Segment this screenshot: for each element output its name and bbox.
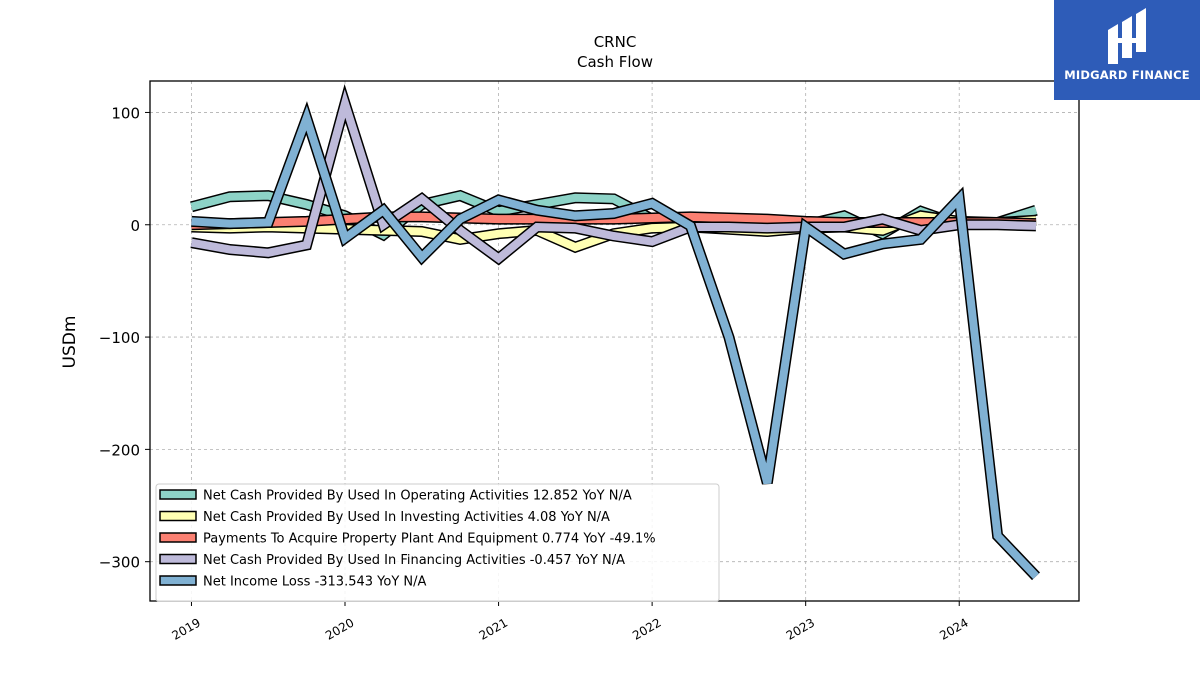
y-axis-label: USDm [60, 316, 80, 369]
chart-title: CRNC [594, 33, 637, 51]
x-tick-label: 2020 [323, 615, 356, 642]
x-tick-label: 2023 [784, 615, 817, 642]
x-tick-label: 2024 [937, 615, 970, 642]
legend-label: Net Cash Provided By Used In Investing A… [203, 510, 610, 525]
x-tick-label: 2019 [170, 615, 203, 642]
x-axis-ticks: 2019 2020 2021 2022 2023 2024 [170, 601, 971, 643]
legend-swatch [159, 510, 197, 522]
brand-name: MIDGARD FINANCE [1064, 68, 1190, 82]
brand-mark-icon [1108, 8, 1146, 64]
y-tick-label: −100 [99, 329, 140, 347]
series-5 [191, 101, 1040, 581]
legend: Net Cash Provided By Used In Operating A… [155, 483, 720, 602]
series-layer [190, 83, 1040, 581]
y-tick-label: −300 [99, 554, 140, 572]
legend-label: Payments To Acquire Property Plant And E… [203, 532, 656, 547]
series-line [191, 105, 1039, 580]
legend-label: Net Cash Provided By Used In Financing A… [203, 553, 625, 568]
y-tick-label: −200 [99, 441, 140, 459]
legend-label: Net Income Loss -313.543 YoY N/A [203, 575, 426, 590]
y-axis-ticks: 100 0 −100 −200 −300 [99, 104, 150, 572]
series-line [190, 89, 1037, 264]
legend-swatch [159, 553, 197, 565]
y-tick-label: 0 [130, 217, 140, 235]
x-tick-label: 2022 [630, 615, 663, 642]
x-tick-label: 2021 [477, 615, 510, 642]
legend-swatch [159, 532, 197, 543]
brand-logo: MIDGARD FINANCE [1054, 0, 1200, 100]
series-4 [190, 83, 1037, 266]
legend-swatch [159, 489, 197, 500]
legend-swatch [159, 575, 197, 586]
legend-box [155, 483, 720, 602]
chart-subtitle: Cash Flow [577, 53, 653, 71]
legend-label: Net Cash Provided By Used In Operating A… [203, 489, 632, 504]
y-tick-label: 100 [111, 104, 140, 122]
